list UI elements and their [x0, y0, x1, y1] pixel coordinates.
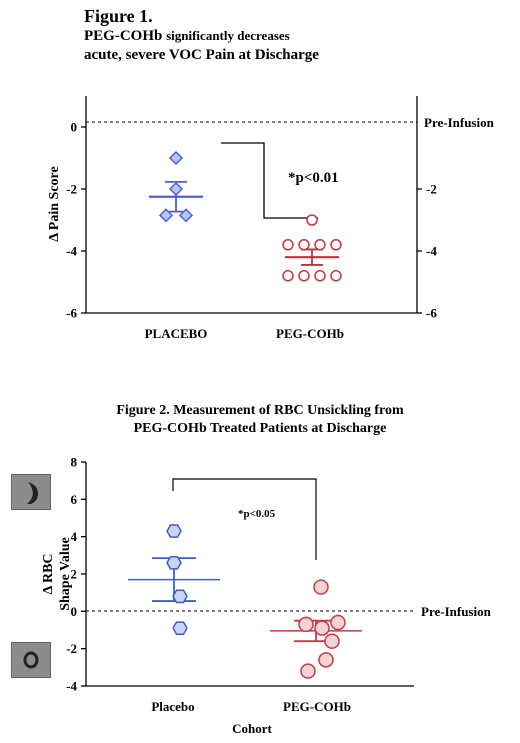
data-point [168, 181, 184, 197]
y-tick-label: -2 [66, 182, 77, 197]
fig2-y-ticks: 8 6 4 2 0 -2 -4 [66, 455, 86, 694]
figure1-title-rest: significantly decreases [166, 28, 290, 43]
y-tick-label: 2 [71, 567, 78, 582]
data-point [282, 270, 294, 282]
fig1-category-placebo: PLACEBO [145, 326, 208, 341]
figure1-title-line1: PEG-COHb significantly decreases [84, 26, 319, 46]
fig1-significance-label: *p<0.01 [288, 170, 339, 186]
y-tick-label: -2 [66, 641, 77, 656]
figure1-title-bold: PEG-COHb [84, 28, 163, 44]
data-point [166, 555, 182, 570]
fig2-data-marks [128, 524, 362, 679]
figure2-title-line2: PEG-COHb Treated Patients at Discharge [133, 421, 387, 436]
fig2-y-axis-label-line2: Shape Value [58, 537, 73, 611]
y-tick-label: 6 [71, 492, 78, 507]
figure2-chart: 8 6 4 2 0 -2 -4 Δ RBC Shape Value Pre-Infusion… [41, 455, 492, 737]
data-point [324, 633, 340, 649]
fig1-y-ticks: 0 -2 -4 -6 [66, 120, 86, 321]
y-tick-label: 4 [71, 529, 78, 544]
data-point [318, 652, 334, 668]
fig2-category-placebo: Placebo [151, 699, 194, 714]
right-y-tick-label: -6 [426, 306, 437, 321]
data-point [306, 214, 318, 226]
y-tick-label: 0 [71, 120, 78, 135]
fig1-reference-label: Pre-Infusion [424, 115, 495, 130]
data-point [314, 620, 330, 636]
data-point [298, 270, 310, 282]
figure1-title-line2: acute, severe VOC Pain at Discharge [84, 47, 319, 63]
y-tick-label: -6 [66, 306, 77, 321]
fig1-y-axis-label: Δ Pain Score [47, 166, 62, 241]
figure1-heading: Figure 1. PEG-COHb significantly decreas… [84, 6, 319, 65]
data-point [158, 208, 174, 223]
fig1-significance-bracket [221, 142, 318, 219]
figure2-title-line1: Figure 2. Measurement of RBC Unsickling … [116, 403, 404, 418]
y-tick-label: -4 [66, 679, 77, 694]
sickled-cell-image [11, 474, 51, 510]
data-point [298, 616, 314, 633]
fig1-category-pegcohb: PEG-COHb [276, 326, 344, 341]
fig2-category-pegcohb: PEG-COHb [283, 699, 351, 714]
y-tick-label: -4 [66, 244, 77, 259]
data-point [314, 239, 326, 251]
fig2-significance-label: *p<0.05 [238, 508, 276, 520]
data-point [300, 663, 316, 679]
normal-cell-image [11, 642, 51, 678]
data-point [168, 150, 184, 166]
right-y-tick-label: -4 [426, 244, 437, 259]
data-point [178, 208, 194, 223]
data-point [166, 524, 182, 538]
right-y-tick-label: -2 [426, 182, 437, 197]
data-point [330, 239, 342, 251]
figure2-heading: Figure 2. Measurement of RBC Unsickling … [0, 402, 520, 438]
fig2-significance-bracket [172, 478, 317, 560]
data-point [330, 614, 346, 631]
figure1-number: Figure 1. [84, 6, 153, 26]
data-point [172, 589, 188, 604]
fig1-data-marks [149, 150, 342, 282]
data-point [172, 621, 188, 635]
data-point [298, 239, 310, 251]
fig1-right-y-ticks: -2 -4 -6 [417, 182, 437, 321]
data-point [330, 270, 342, 282]
data-point [282, 239, 294, 251]
fig2-x-axis-label: Cohort [232, 721, 272, 736]
data-point [314, 270, 326, 282]
y-tick-label: 8 [71, 455, 78, 470]
y-tick-label: 0 [71, 604, 78, 619]
fig2-y-axis-label-line1: Δ RBC [41, 553, 56, 594]
data-point [313, 579, 329, 595]
figure1-chart: 0 -2 -4 -6 -2 -4 -6 Δ Pain Score Pre-Infusion… [47, 96, 495, 341]
fig2-reference-label: Pre-Infusion [421, 604, 492, 619]
